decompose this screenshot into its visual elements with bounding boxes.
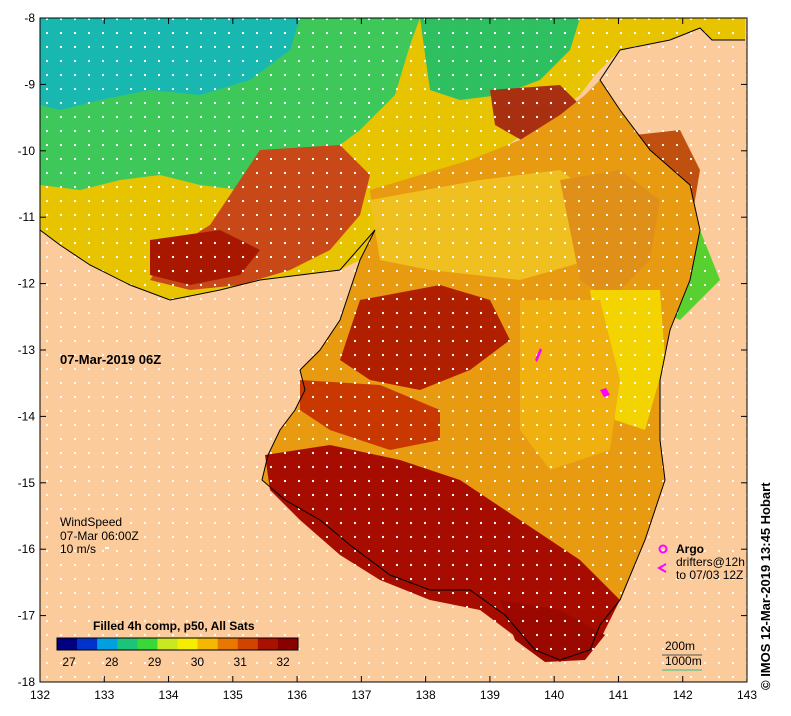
x-tick-label: 142: [673, 688, 693, 702]
y-tick-label: -14: [18, 409, 36, 423]
wind-vectors: [40, 18, 745, 660]
x-tick-label: 134: [159, 688, 179, 702]
colorbar-label: 32: [276, 655, 290, 669]
axis-ticks: 132 133 134 135 136 137 138 139 140 141 142 143 -8 -9…: [18, 11, 758, 702]
colorbar-segment: [177, 638, 199, 650]
x-tick-label: 136: [287, 688, 307, 702]
x-tick-label: 135: [223, 688, 243, 702]
colorbar-segment: [157, 638, 178, 650]
x-tick-label: 137: [351, 688, 371, 702]
x-tick-label: 138: [416, 688, 436, 702]
credit-text: © IMOS 12-Mar-2019 13:45 Hobart: [758, 482, 773, 690]
colorbar-labels: 27 28 29 30 31 32: [62, 655, 290, 669]
contour-200-label: 200m: [665, 639, 695, 653]
colorbar-segment: [117, 638, 138, 650]
drifters-legend-label: drifters@12h: [676, 555, 745, 569]
x-tick-label: 132: [30, 688, 50, 702]
colorbar-label: 28: [105, 655, 119, 669]
coastline: [40, 27, 745, 661]
y-tick-label: -9: [24, 77, 35, 91]
wind-legend-title: WindSpeed: [60, 515, 122, 529]
y-tick-label: -12: [18, 277, 36, 291]
x-tick-label: 133: [94, 688, 114, 702]
drifter-legend-icon: [656, 563, 667, 573]
x-tick-label: 143: [737, 688, 757, 702]
argo-legend-icon: [658, 544, 668, 554]
colorbar-segment: [237, 638, 259, 650]
y-tick-label: -15: [18, 476, 36, 490]
contour-legend: 200m 1000m: [662, 639, 702, 671]
colorbar-segment: [277, 638, 299, 650]
markers-legend: Argo drifters@12h to 07/03 12Z: [656, 542, 745, 582]
y-tick-label: -18: [18, 675, 36, 689]
y-tick-label: -17: [18, 609, 36, 623]
colorbar: Filled 4h comp, p50, All Sats 27 28 29 30 31…: [56, 619, 299, 669]
x-tick-label: 141: [608, 688, 628, 702]
y-tick-label: -11: [19, 210, 36, 224]
colorbar-label: 27: [62, 655, 76, 669]
colorbar-label: 31: [234, 655, 248, 669]
wind-legend: WindSpeed 07-Mar 06:00Z 10 m/s: [60, 515, 139, 556]
colorbar-segment: [97, 638, 118, 650]
colorbar-title: Filled 4h comp, p50, All Sats: [93, 619, 255, 633]
wind-legend-time: 07-Mar 06:00Z: [60, 529, 139, 543]
colorbar-label: 29: [148, 655, 162, 669]
colorbar-segment: [77, 638, 98, 650]
y-tick-label: -13: [18, 343, 36, 357]
wind-legend-scale: 10 m/s: [60, 542, 96, 556]
y-tick-label: -10: [18, 144, 36, 158]
contour-1000-label: 1000m: [665, 654, 702, 668]
drifters-legend-time: to 07/03 12Z: [676, 568, 743, 582]
colorbar-segment: [197, 638, 219, 650]
y-tick-label: -8: [24, 11, 35, 25]
map-timestamp: 07-Mar-2019 06Z: [60, 352, 161, 367]
y-tick-label: -16: [18, 542, 36, 556]
colorbar-segment: [137, 638, 158, 650]
argo-legend-label: Argo: [676, 542, 704, 556]
x-tick-label: 139: [480, 688, 500, 702]
x-tick-label: 140: [544, 688, 564, 702]
colorbar-segment: [57, 638, 78, 650]
colorbar-ramp: [56, 637, 299, 651]
argo-markers: [535, 348, 610, 397]
colorbar-label: 30: [191, 655, 205, 669]
colorbar-segment: [217, 638, 239, 650]
colorbar-segment: [257, 638, 279, 650]
